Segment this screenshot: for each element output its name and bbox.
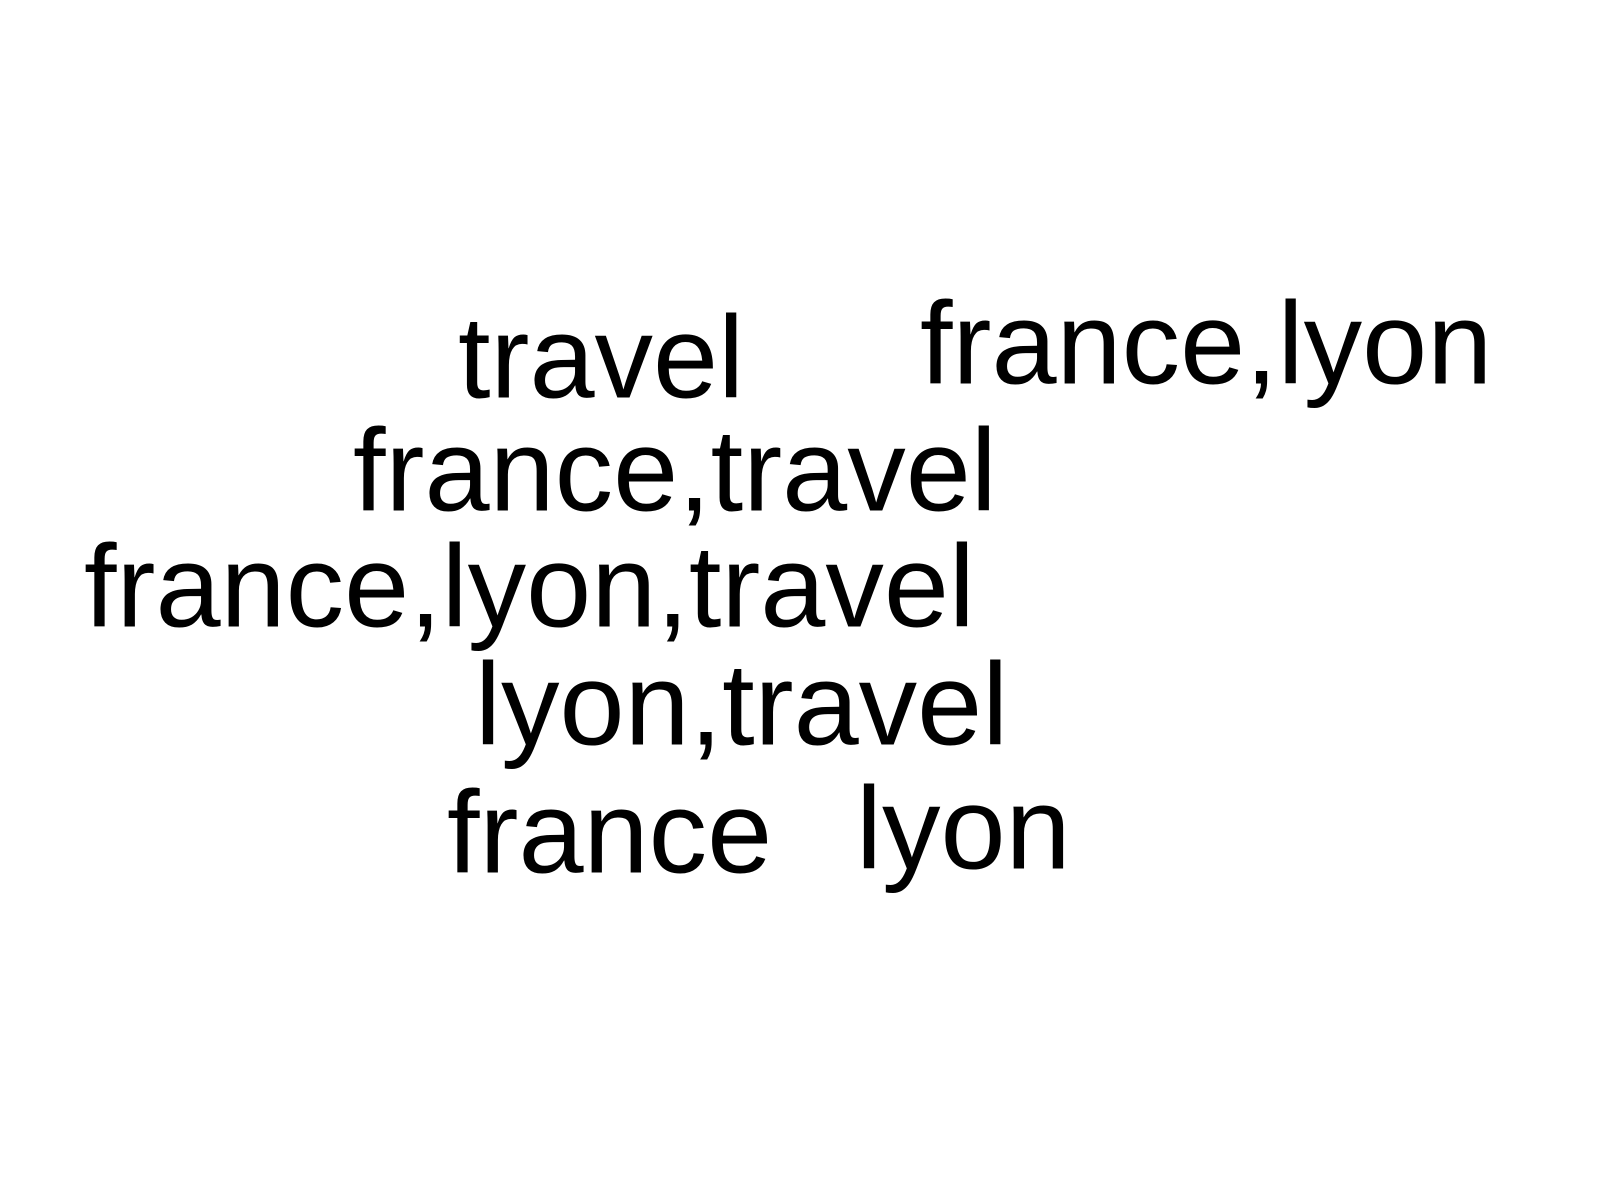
word-france-lyon-travel: france,lyon,travel — [84, 520, 975, 652]
word-france: france — [447, 766, 773, 898]
word-france-lyon: france,lyon — [920, 277, 1493, 409]
word-lyon: lyon — [856, 762, 1071, 894]
word-travel: travel — [458, 291, 745, 423]
word-lyon-travel: lyon,travel — [475, 638, 1009, 770]
word-france-travel: france,travel — [353, 404, 997, 536]
